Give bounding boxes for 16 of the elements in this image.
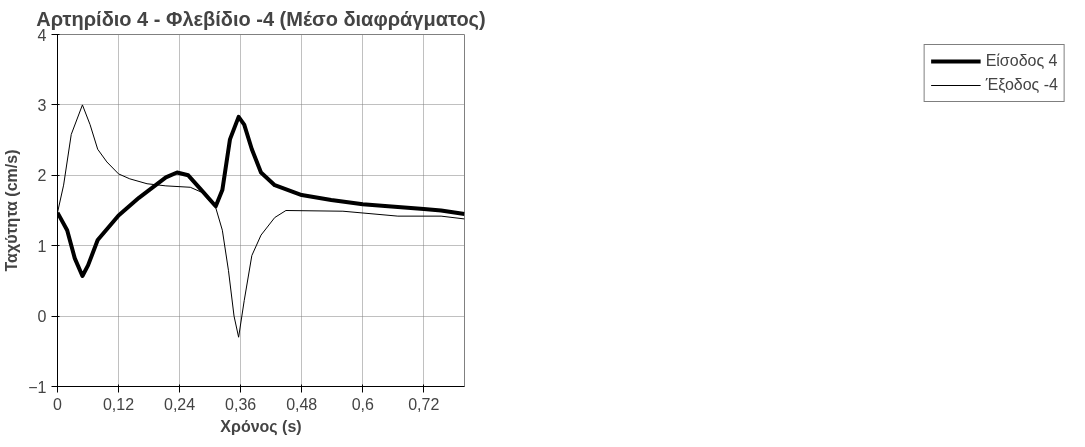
- y-tick-label: 2: [37, 167, 47, 185]
- x-tick-label: 0,24: [164, 395, 196, 413]
- y-tick-label: 3: [37, 96, 47, 114]
- x-tick-label: 0,36: [225, 395, 257, 413]
- x-tick-label: 0,6: [351, 395, 374, 413]
- x-axis-title: Χρόνος (s): [220, 417, 302, 436]
- legend-label: Έξοδος -4: [985, 76, 1058, 94]
- x-tick-label: 0,12: [102, 395, 135, 413]
- legend-label: Είσοδος 4: [985, 52, 1058, 70]
- x-tick-label: 0,48: [286, 395, 318, 413]
- x-tick-label: 0: [53, 395, 63, 413]
- y-axis-title: Ταχύτητα (cm/s): [3, 149, 21, 272]
- y-tick-label: −1: [28, 378, 47, 396]
- y-tick-label: 0: [37, 308, 47, 326]
- x-tick-label: 0,72: [408, 395, 440, 413]
- y-tick-label: 1: [37, 237, 47, 255]
